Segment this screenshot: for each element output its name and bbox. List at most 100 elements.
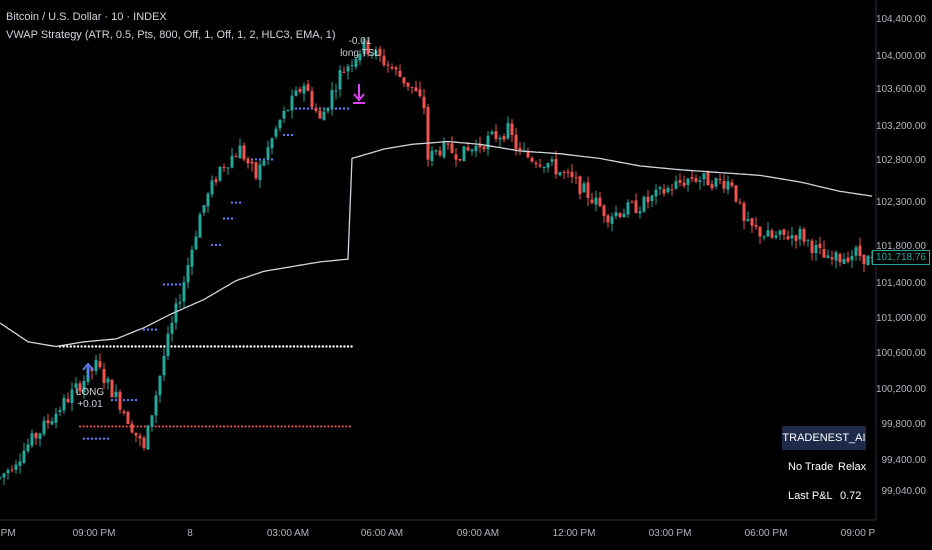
candle-body bbox=[594, 197, 598, 205]
candle-body bbox=[858, 245, 862, 256]
stop-level-dot bbox=[93, 425, 96, 428]
entry-level-dot bbox=[228, 345, 231, 348]
stop-level-dot bbox=[179, 425, 182, 428]
candle-body bbox=[498, 137, 502, 140]
stop-level-dot bbox=[201, 425, 204, 428]
candle-body bbox=[122, 411, 126, 413]
x-tick-label: 06:00 PM bbox=[744, 528, 788, 539]
stop-level-dot bbox=[172, 425, 175, 428]
candle-body bbox=[834, 252, 838, 261]
trailing-stop-dot bbox=[102, 437, 106, 440]
candle-body bbox=[598, 197, 602, 207]
stop-level-dot bbox=[168, 425, 172, 428]
entry-level-dot bbox=[307, 345, 310, 348]
stop-level-dot bbox=[165, 425, 168, 428]
trailing-stop-dot bbox=[110, 398, 114, 402]
entry-level-dot bbox=[278, 345, 281, 348]
candle-body bbox=[474, 145, 478, 152]
trailing-stop-dot bbox=[90, 437, 94, 440]
trailing-stop-dot bbox=[290, 133, 294, 137]
candle-body bbox=[634, 200, 638, 213]
entry-level-dot bbox=[84, 345, 87, 348]
candle-body bbox=[150, 415, 154, 427]
entry-level-dot bbox=[235, 345, 238, 348]
candle-body bbox=[194, 236, 198, 250]
candle-body bbox=[602, 205, 606, 216]
candle-body bbox=[6, 470, 10, 474]
candle-body bbox=[82, 381, 86, 393]
y-tick-label: 104,400.00 bbox=[875, 14, 926, 25]
candle-body bbox=[238, 145, 242, 159]
candle-body bbox=[466, 147, 470, 151]
entry-level-dot bbox=[253, 345, 256, 348]
candle-body bbox=[778, 230, 782, 235]
entry-level-dot bbox=[289, 345, 292, 348]
entry-level-dot bbox=[148, 345, 152, 348]
candle-body bbox=[610, 216, 614, 224]
candle-body bbox=[862, 254, 866, 265]
entry-level-dot bbox=[195, 345, 198, 348]
trailing-stop-dot bbox=[234, 201, 238, 204]
candle-body bbox=[390, 66, 394, 69]
candle-body bbox=[538, 164, 542, 167]
candle-body bbox=[442, 142, 446, 158]
stop-level-dot bbox=[280, 425, 283, 428]
stop-level-dot bbox=[341, 425, 344, 428]
strategy-label[interactable]: VWAP Strategy (ATR, 0.5, Pts, 800, Off, … bbox=[6, 29, 336, 41]
entry-level-dot bbox=[163, 345, 166, 348]
candle-body bbox=[74, 383, 78, 388]
candle-body bbox=[58, 410, 62, 412]
stop-level-dot bbox=[251, 425, 254, 428]
trailing-stop-dot bbox=[82, 437, 86, 440]
candle-body bbox=[510, 123, 514, 136]
candle-body bbox=[514, 134, 518, 149]
short-marker bbox=[353, 84, 365, 104]
stop-level-dot bbox=[136, 425, 139, 428]
candle-body bbox=[682, 182, 686, 186]
candle-body bbox=[482, 146, 486, 150]
candles bbox=[0, 38, 874, 485]
candle-body bbox=[402, 77, 406, 84]
candle-body bbox=[178, 302, 182, 304]
trailing-stop-dot bbox=[226, 217, 230, 220]
candle-body bbox=[430, 150, 434, 161]
candle-body bbox=[138, 435, 142, 439]
entry-level-dot bbox=[181, 345, 184, 348]
trailing-stop-dot bbox=[146, 328, 150, 331]
entry-level-dot bbox=[152, 345, 155, 348]
trailing-stop-dot bbox=[294, 107, 298, 110]
stop-level-dot bbox=[122, 425, 125, 428]
candle-body bbox=[258, 164, 262, 180]
candle-body bbox=[254, 162, 258, 179]
candle-body bbox=[46, 420, 50, 424]
candle-body bbox=[330, 90, 334, 109]
trailing-stop-dot bbox=[106, 437, 110, 440]
candle-body bbox=[158, 375, 162, 396]
stop-level-dot bbox=[111, 425, 114, 428]
entry-level-dot bbox=[242, 345, 245, 348]
candle-body bbox=[242, 145, 246, 160]
symbol-title[interactable]: Bitcoin / U.S. Dollar · 10 · INDEX bbox=[6, 11, 167, 23]
candle-body bbox=[314, 108, 318, 112]
candle-body bbox=[262, 160, 266, 166]
entry-level-dot bbox=[292, 345, 296, 348]
candle-body bbox=[30, 433, 34, 446]
candle-body bbox=[506, 122, 510, 139]
trailing-stop-dot bbox=[238, 201, 242, 204]
candle-body bbox=[186, 265, 190, 283]
candle-body bbox=[22, 450, 26, 463]
stop-level-dot bbox=[143, 425, 146, 428]
candle-body bbox=[526, 150, 530, 158]
stop-level-dot bbox=[125, 425, 128, 428]
candle-body bbox=[746, 219, 750, 221]
stop-level-dot bbox=[320, 425, 323, 428]
stop-level-dot bbox=[284, 425, 287, 428]
trailing-stop-dot bbox=[258, 158, 262, 161]
candle-body bbox=[638, 211, 642, 214]
stop-level-dot bbox=[334, 425, 337, 428]
candle-body bbox=[618, 213, 622, 218]
entry-level-dot bbox=[199, 345, 202, 348]
entry-level-dot bbox=[213, 345, 216, 348]
stop-level-dot bbox=[226, 425, 229, 428]
